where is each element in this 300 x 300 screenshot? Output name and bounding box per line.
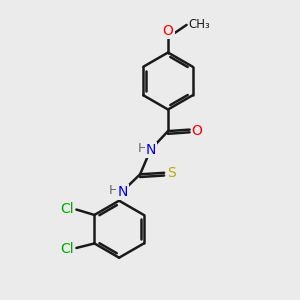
Text: CH₃: CH₃	[188, 18, 210, 32]
Text: O: O	[163, 24, 173, 38]
Text: Cl: Cl	[60, 242, 74, 256]
Text: N: N	[118, 185, 128, 199]
Text: N: N	[146, 143, 156, 157]
Text: H: H	[109, 184, 118, 197]
Text: H: H	[137, 142, 147, 155]
Text: Cl: Cl	[60, 202, 74, 216]
Text: O: O	[192, 124, 203, 138]
Text: S: S	[167, 167, 176, 180]
